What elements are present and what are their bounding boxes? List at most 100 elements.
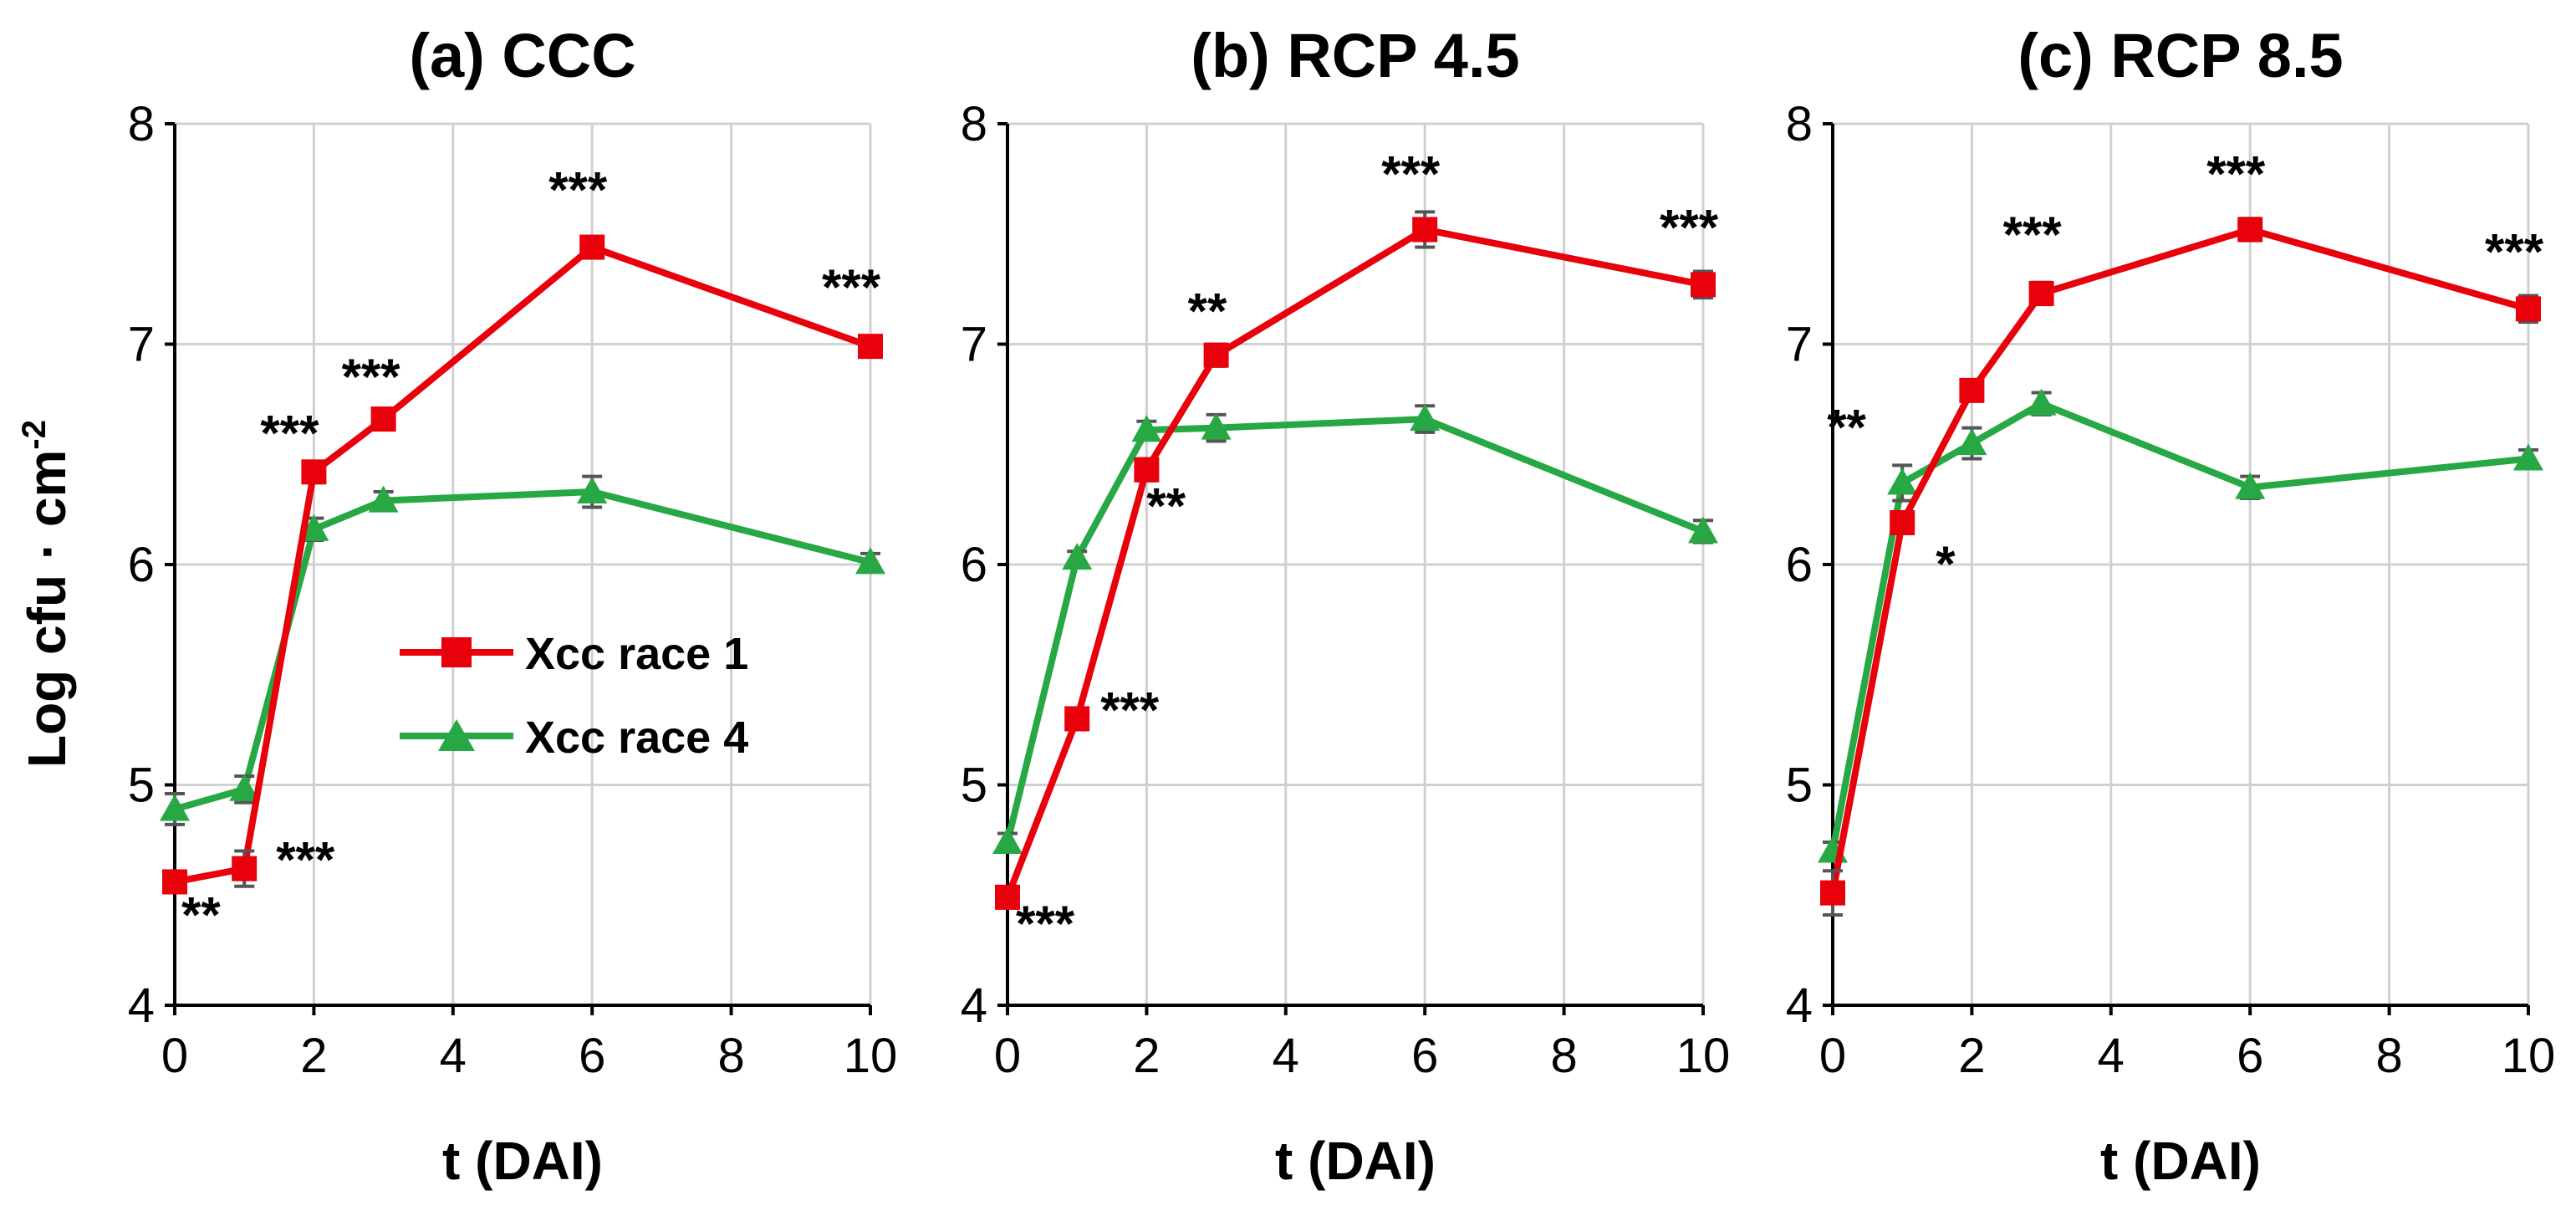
significance-label: *** — [822, 259, 881, 315]
series-line — [173, 488, 871, 813]
y-tick-label: 8 — [961, 97, 987, 151]
significance-label: * — [1936, 536, 1956, 592]
significance-label: *** — [2003, 207, 2063, 263]
data-point-square — [301, 459, 327, 485]
y-tick-label: 7 — [128, 318, 155, 372]
y-tick-label: 5 — [128, 759, 155, 813]
data-point-triangle — [1062, 543, 1093, 570]
y-tick-label: 4 — [961, 979, 987, 1033]
x-axis-label: t (DAI) — [1275, 1131, 1436, 1191]
significance-label: *** — [1100, 682, 1160, 738]
significance-label: ** — [1146, 478, 1186, 534]
significance-label: *** — [276, 832, 335, 888]
data-point-square — [162, 869, 187, 895]
legend: Xcc race 1 Xcc race 4 — [400, 629, 748, 763]
significance-label: *** — [1016, 896, 1075, 952]
data-point-square — [1412, 217, 1438, 243]
data-point-square — [579, 234, 605, 260]
data-point-square — [858, 334, 883, 360]
data-point-square — [995, 884, 1020, 910]
data-point-square — [1959, 377, 1985, 403]
data-point-square — [1134, 457, 1160, 483]
y-axis-label: Log cfu · cm-2 — [16, 420, 77, 768]
data-point-triangle — [1201, 412, 1232, 440]
x-tick-label: 2 — [1133, 1029, 1160, 1083]
x-tick-label: 10 — [1676, 1029, 1731, 1083]
data-point-triangle — [577, 477, 608, 504]
data-point-triangle — [1688, 516, 1718, 544]
x-tick-label: 4 — [2098, 1029, 2125, 1083]
y-tick-label: 6 — [128, 538, 155, 592]
data-point-square — [1890, 509, 1915, 535]
significance-label: *** — [1381, 146, 1441, 202]
data-point-triangle — [992, 827, 1023, 855]
data-point-square — [232, 856, 258, 881]
data-point-triangle — [1956, 428, 1987, 456]
legend-race1-square-marker — [441, 637, 472, 667]
data-point-square — [370, 406, 396, 432]
y-axis-label-main: Log cfu · cm — [17, 450, 77, 768]
significance-label: *** — [260, 405, 319, 461]
x-axis-label: t (DAI) — [442, 1131, 603, 1191]
significance-label: *** — [342, 349, 401, 405]
x-tick-label: 0 — [161, 1029, 188, 1083]
x-axis-label: t (DAI) — [2100, 1131, 2261, 1191]
significance-label: *** — [2485, 223, 2544, 279]
series-line — [1829, 400, 2529, 852]
panel-title: (b) RCP 4.5 — [1191, 21, 1519, 90]
legend-item-race4: Xcc race 4 — [400, 713, 748, 763]
y-tick-label: 4 — [1786, 979, 1813, 1033]
data-point-triangle — [2513, 443, 2543, 471]
y-tick-label: 6 — [961, 538, 987, 592]
data-point-square — [2028, 280, 2054, 306]
data-point-triangle — [1131, 415, 1162, 442]
data-point-square — [2237, 217, 2263, 243]
x-tick-label: 6 — [1411, 1029, 1438, 1083]
data-point-triangle — [368, 485, 399, 513]
data-point-square — [1064, 706, 1090, 732]
data-point-square — [1820, 880, 1845, 906]
legend-race1-label: Xcc race 1 — [525, 629, 748, 679]
significance-label: *** — [1660, 199, 1719, 255]
x-tick-label: 2 — [1958, 1029, 1985, 1083]
panel-title: (a) CCC — [409, 21, 635, 90]
data-point-triangle — [2235, 472, 2266, 499]
panel-title: (c) RCP 8.5 — [2017, 21, 2343, 90]
y-axis-label-sup: -2 — [16, 420, 53, 450]
y-tick-label: 4 — [128, 979, 155, 1033]
significance-label: *** — [2206, 146, 2266, 202]
y-tick-label: 5 — [961, 759, 987, 813]
series-line — [1829, 226, 2530, 894]
x-tick-label: 2 — [300, 1029, 327, 1083]
x-tick-label: 0 — [1819, 1029, 1846, 1083]
significance-label: ** — [1827, 400, 1866, 456]
y-tick-label: 5 — [1786, 759, 1813, 813]
x-tick-label: 6 — [2237, 1029, 2263, 1083]
data-point-triangle — [229, 774, 260, 801]
x-tick-label: 6 — [579, 1029, 605, 1083]
data-point-triangle — [298, 514, 329, 541]
series-line — [1004, 416, 1705, 843]
data-point-triangle — [160, 794, 190, 821]
y-tick-label: 6 — [1786, 538, 1813, 592]
legend-race4-label: Xcc race 4 — [525, 713, 748, 763]
data-point-square — [2516, 296, 2541, 322]
y-tick-label: 8 — [1786, 97, 1813, 151]
y-tick-label: 7 — [961, 318, 987, 372]
x-tick-label: 8 — [717, 1029, 744, 1083]
x-tick-label: 8 — [1550, 1029, 1577, 1083]
legend-race4-triangle-marker — [438, 719, 475, 751]
significance-label: ** — [181, 887, 221, 943]
data-point-square — [1203, 342, 1229, 368]
data-point-triangle — [855, 547, 885, 575]
x-tick-label: 10 — [844, 1029, 898, 1083]
significance-label: ** — [1188, 284, 1227, 340]
data-point-triangle — [1410, 404, 1441, 432]
series-line — [1004, 226, 1704, 899]
y-tick-label: 8 — [128, 97, 155, 151]
